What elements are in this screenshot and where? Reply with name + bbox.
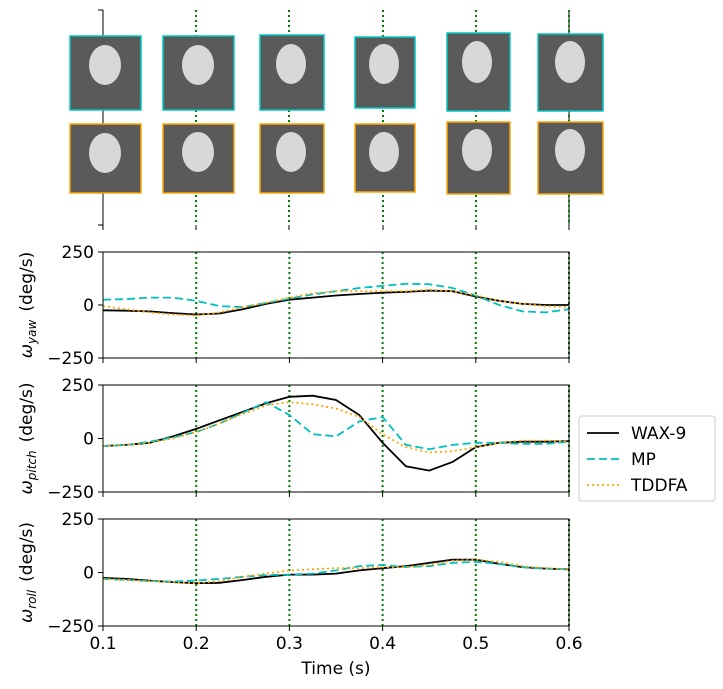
y-tick-label: −250 <box>47 349 94 369</box>
ylabel-symbol: ω <box>17 609 37 623</box>
series-line <box>102 394 570 472</box>
ylabel-unit: (deg/s) <box>17 252 37 312</box>
plot-frame <box>102 518 570 627</box>
series-line <box>102 288 570 317</box>
image-panel <box>69 9 604 230</box>
y-tick-label: 0 <box>83 430 94 450</box>
x-tick-label: 0.2 <box>183 634 210 654</box>
series-line <box>102 560 570 583</box>
plot-frame <box>102 251 570 359</box>
ylabel-subscript: yaw <box>25 320 39 345</box>
x-tick-label: 0.5 <box>462 634 489 654</box>
y-tick-label: 0 <box>83 296 94 316</box>
series-line <box>102 401 570 451</box>
ylabel-unit: (deg/s) <box>17 383 37 443</box>
face-images-bottom <box>69 121 604 195</box>
y-tick-label: −250 <box>47 483 94 503</box>
y-tick-label: 250 <box>62 243 94 263</box>
series-line <box>102 289 569 316</box>
faces <box>89 41 585 173</box>
plot-frame <box>102 384 570 493</box>
ylabel-subscript: pitch <box>25 450 39 481</box>
x-tick-label: 0.3 <box>276 634 303 654</box>
x-tick-label: 0.4 <box>369 634 396 654</box>
legend-label: TDDFA <box>630 476 688 496</box>
x-tick-label: 0.1 <box>89 634 116 654</box>
legend-label: WAX-9 <box>631 424 686 444</box>
series-line <box>102 401 570 454</box>
ylabel-unit: (deg/s) <box>17 522 37 582</box>
y-tick-label: 250 <box>62 510 94 530</box>
y-axis-label: ωroll (deg/s) <box>17 522 39 623</box>
y-tick-label: −250 <box>47 617 94 637</box>
ylabel-symbol: ω <box>17 344 37 358</box>
y-axis-label: ωyaw (deg/s) <box>17 252 39 358</box>
y-tick-label: 0 <box>83 564 94 584</box>
x-tick-label: 0.6 <box>555 634 582 654</box>
face-images-top <box>69 32 604 112</box>
ylabel-subscript: roll <box>25 589 39 609</box>
legend-label: MP <box>631 450 656 470</box>
y-axis-label: ωpitch (deg/s) <box>17 383 39 495</box>
panel-xticks <box>102 225 570 230</box>
x-axis-label: Time (s) <box>300 659 370 679</box>
y-tick-label: 250 <box>62 376 94 396</box>
legend-box <box>578 415 716 502</box>
series-line <box>102 558 570 585</box>
ylabel-symbol: ω <box>17 480 37 494</box>
series-line <box>102 282 570 314</box>
